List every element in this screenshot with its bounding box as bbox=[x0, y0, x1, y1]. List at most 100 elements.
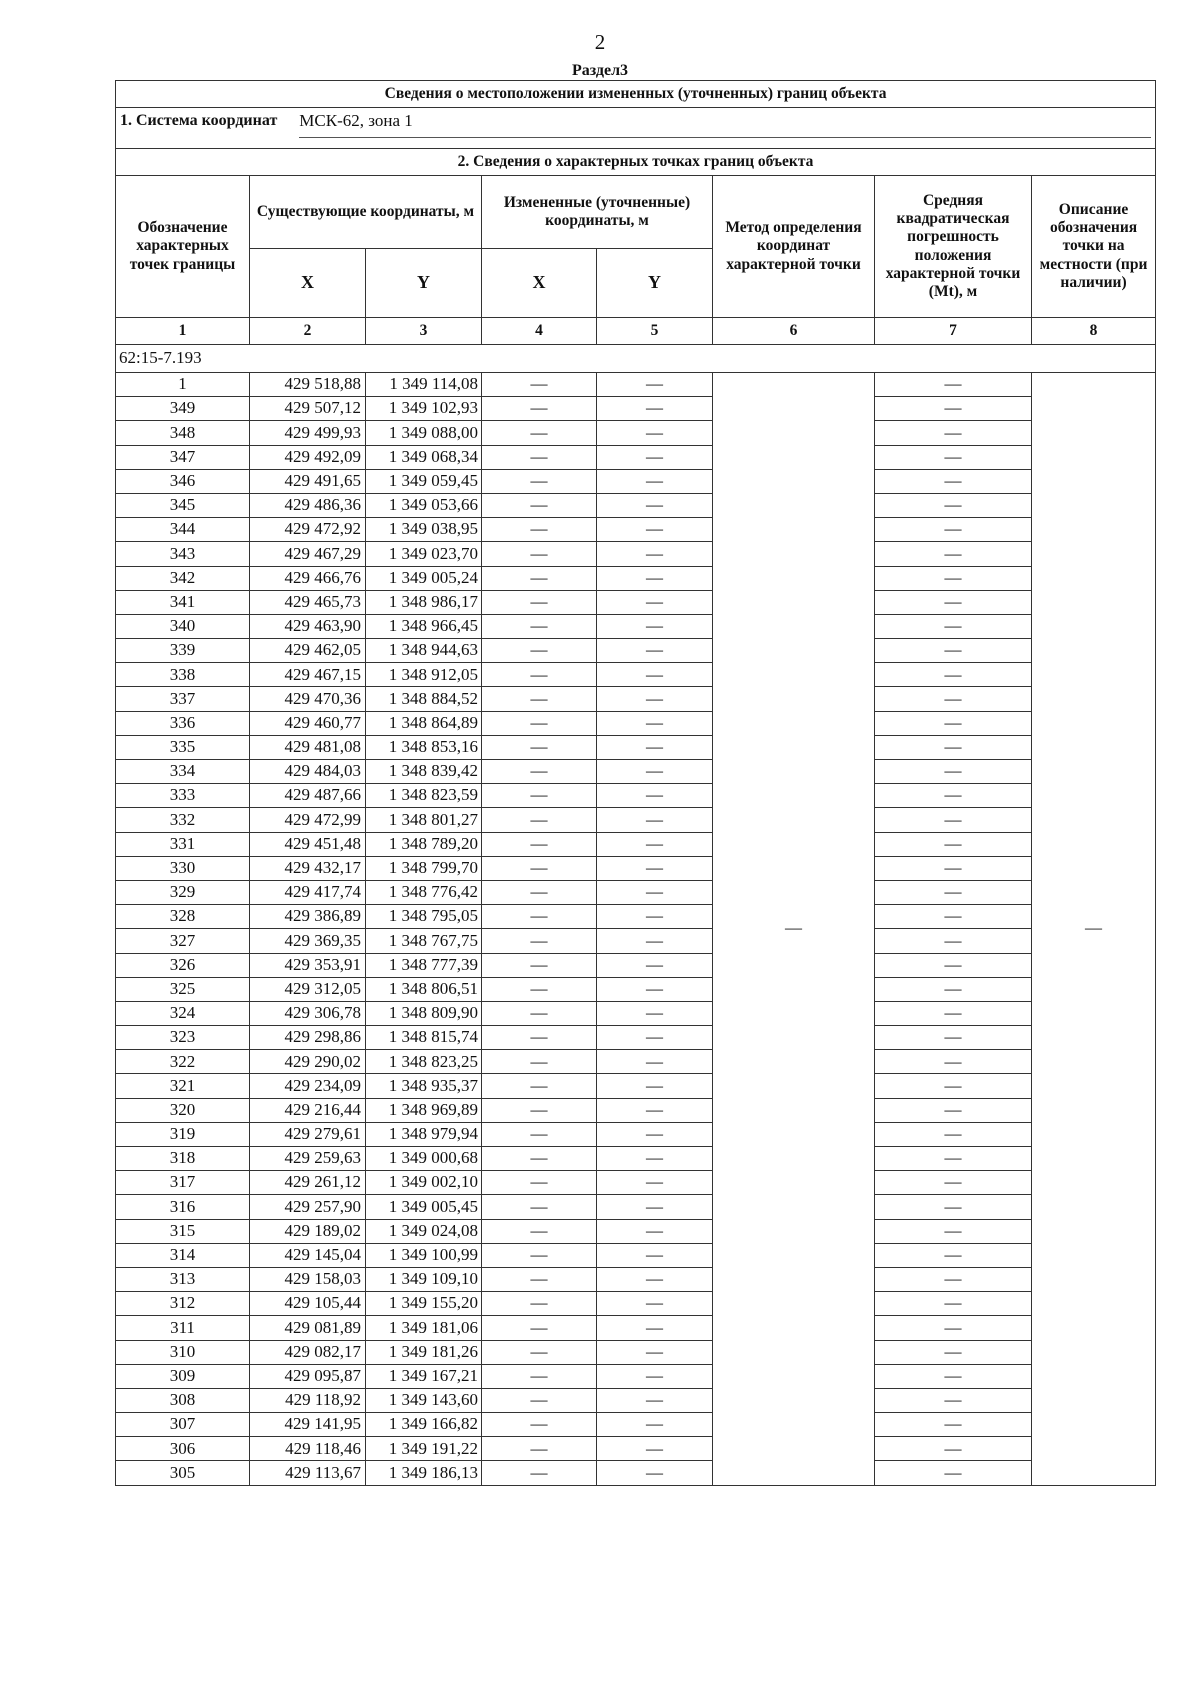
existing-x-cell: 429 499,93 bbox=[249, 420, 366, 446]
changed-y-cell: — bbox=[596, 589, 713, 615]
table-row: 333 429 487,66 1 348 823,59— — — bbox=[115, 783, 1156, 809]
table-row: 344 429 472,92 1 349 038,95— — — bbox=[115, 517, 1156, 543]
existing-y-cell: 1 348 839,42 bbox=[365, 758, 482, 785]
existing-x-cell: 429 432,17 bbox=[249, 855, 366, 881]
existing-x-cell: 429 081,89 bbox=[249, 1315, 366, 1341]
existing-y-cell: 1 349 053,66 bbox=[365, 492, 482, 519]
header-changed-y: Y bbox=[596, 248, 713, 318]
mean-square-error-cell: — bbox=[874, 904, 1032, 930]
changed-y-cell: — bbox=[596, 492, 713, 519]
changed-y-cell: — bbox=[596, 1097, 713, 1123]
existing-y-cell: 1 349 109,10 bbox=[365, 1266, 482, 1293]
point-number-cell: 349 bbox=[115, 396, 250, 422]
changed-y-cell: — bbox=[596, 1194, 713, 1220]
changed-x-cell: — bbox=[481, 420, 597, 446]
mean-square-error-cell: — bbox=[874, 879, 1032, 906]
changed-y-cell: — bbox=[596, 1363, 713, 1389]
table-row: 340 429 463,90 1 348 966,45— — — bbox=[115, 613, 1156, 640]
point-number-cell: 334 bbox=[115, 758, 250, 785]
existing-y-cell: 1 348 864,89 bbox=[365, 710, 482, 736]
existing-y-cell: 1 348 823,59 bbox=[365, 783, 482, 809]
table-row: 342 429 466,76 1 349 005,24— — — bbox=[115, 565, 1156, 591]
existing-y-cell: 1 348 884,52 bbox=[365, 686, 482, 712]
existing-x-cell: 429 216,44 bbox=[249, 1097, 366, 1123]
changed-x-cell: — bbox=[481, 589, 597, 615]
boundary-points-table: Сведения о местоположении измененных (ут… bbox=[114, 80, 1157, 1486]
point-number-cell: 1 bbox=[115, 371, 250, 398]
changed-y-cell: — bbox=[596, 541, 713, 567]
changed-x-cell: — bbox=[481, 613, 597, 640]
changed-x-cell: — bbox=[481, 976, 597, 1002]
existing-y-cell: 1 349 181,26 bbox=[365, 1339, 482, 1365]
changed-y-cell: — bbox=[596, 1073, 713, 1099]
column-number: 1 bbox=[115, 317, 250, 345]
table-row: 339 429 462,05 1 348 944,63— — — bbox=[115, 638, 1156, 664]
existing-x-cell: 429 417,74 bbox=[249, 879, 366, 906]
changed-x-cell: — bbox=[481, 1073, 597, 1099]
changed-y-cell: — bbox=[596, 1339, 713, 1365]
changed-y-cell: — bbox=[596, 638, 713, 664]
changed-y-cell: — bbox=[596, 565, 713, 591]
changed-y-cell: — bbox=[596, 1242, 713, 1268]
mean-square-error-cell: — bbox=[874, 420, 1032, 446]
table-row: 317 429 261,12 1 349 002,10— — — bbox=[115, 1170, 1156, 1196]
changed-y-cell: — bbox=[596, 1218, 713, 1244]
table-row: 338 429 467,15 1 348 912,05— — — bbox=[115, 662, 1156, 688]
column-number: 2 bbox=[249, 317, 366, 345]
table-row: 314 429 145,04 1 349 100,99— — — bbox=[115, 1242, 1156, 1268]
changed-x-cell: — bbox=[481, 1000, 597, 1027]
changed-y-cell: — bbox=[596, 758, 713, 785]
changed-x-cell: — bbox=[481, 638, 597, 664]
existing-x-cell: 429 234,09 bbox=[249, 1073, 366, 1099]
existing-x-cell: 429 189,02 bbox=[249, 1218, 366, 1244]
changed-x-cell: — bbox=[481, 831, 597, 857]
mean-square-error-cell: — bbox=[874, 1121, 1032, 1148]
existing-y-cell: 1 349 024,08 bbox=[365, 1218, 482, 1244]
column-number: 3 bbox=[365, 317, 482, 345]
changed-y-cell: — bbox=[596, 420, 713, 446]
existing-y-cell: 1 349 191,22 bbox=[365, 1436, 482, 1462]
table-row: 311 429 081,89 1 349 181,06— — — bbox=[115, 1315, 1156, 1341]
mean-square-error-cell: — bbox=[874, 831, 1032, 857]
existing-x-cell: 429 118,46 bbox=[249, 1436, 366, 1462]
mean-square-error-cell: — bbox=[874, 1145, 1032, 1172]
mean-square-error-cell: — bbox=[874, 1363, 1032, 1389]
point-number-cell: 311 bbox=[115, 1315, 250, 1341]
changed-y-cell: — bbox=[596, 734, 713, 761]
changed-x-cell: — bbox=[481, 952, 597, 978]
existing-x-cell: 429 105,44 bbox=[249, 1291, 366, 1317]
changed-y-cell: — bbox=[596, 928, 713, 954]
existing-x-cell: 429 472,99 bbox=[249, 807, 366, 833]
existing-y-cell: 1 349 000,68 bbox=[365, 1145, 482, 1172]
method-cell: — bbox=[712, 372, 875, 1486]
table-row: 325 429 312,05 1 348 806,51— — — bbox=[115, 976, 1156, 1002]
changed-x-cell: — bbox=[481, 565, 597, 591]
table-row: 319 429 279,61 1 348 979,94— — — bbox=[115, 1121, 1156, 1148]
existing-y-cell: 1 349 059,45 bbox=[365, 468, 482, 494]
point-number-cell: 332 bbox=[115, 807, 250, 833]
changed-x-cell: — bbox=[481, 371, 597, 398]
description-cell: — bbox=[1030, 372, 1157, 1486]
existing-x-cell: 429 467,15 bbox=[249, 662, 366, 688]
mean-square-error-cell: — bbox=[874, 517, 1032, 543]
existing-x-cell: 429 484,03 bbox=[249, 758, 366, 785]
point-number-cell: 330 bbox=[115, 855, 250, 881]
header-changed-coordinates: Измененные (уточненные) координаты, м bbox=[481, 175, 713, 249]
existing-y-cell: 1 349 143,60 bbox=[365, 1387, 482, 1414]
point-number-cell: 321 bbox=[115, 1073, 250, 1099]
changed-x-cell: — bbox=[481, 468, 597, 494]
header-existing-x: X bbox=[249, 248, 366, 318]
mean-square-error-cell: — bbox=[874, 541, 1032, 567]
point-number-cell: 333 bbox=[115, 783, 250, 809]
changed-y-cell: — bbox=[596, 396, 713, 422]
changed-y-cell: — bbox=[596, 1315, 713, 1341]
existing-y-cell: 1 349 166,82 bbox=[365, 1412, 482, 1438]
changed-y-cell: — bbox=[596, 879, 713, 906]
section-title: Раздел3 bbox=[571, 62, 629, 79]
table-row: 330 429 432,17 1 348 799,70— — — bbox=[115, 855, 1156, 881]
table-row: 328 429 386,89 1 348 795,05— — — bbox=[115, 904, 1156, 930]
existing-x-cell: 429 472,92 bbox=[249, 517, 366, 543]
table-row: 329 429 417,74 1 348 776,42— — — bbox=[115, 879, 1156, 906]
mean-square-error-cell: — bbox=[874, 371, 1032, 398]
point-number-cell: 338 bbox=[115, 662, 250, 688]
